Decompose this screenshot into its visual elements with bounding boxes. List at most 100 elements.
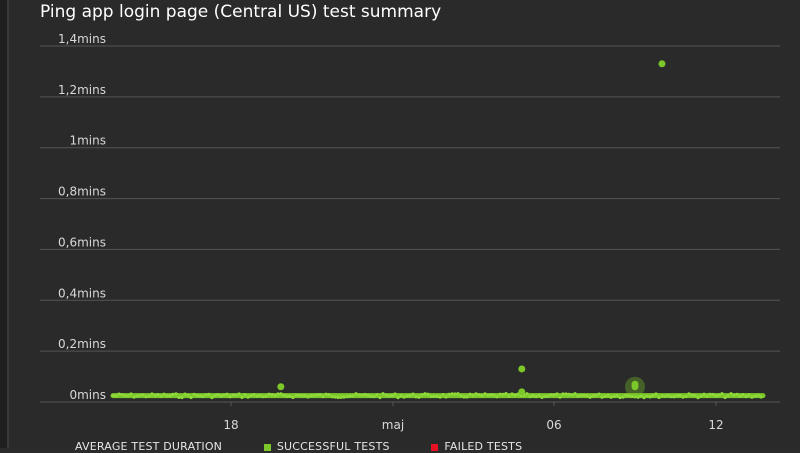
data-point-baseline: [720, 392, 724, 396]
data-point-baseline: [384, 393, 388, 397]
data-point-baseline: [672, 395, 676, 399]
data-point-baseline: [261, 395, 265, 399]
data-point-baseline: [201, 394, 205, 398]
data-point-baseline: [162, 392, 166, 396]
data-point-baseline: [531, 393, 535, 398]
data-point-baseline: [477, 393, 481, 397]
data-point-baseline: [444, 395, 448, 399]
data-point-baseline: [354, 392, 358, 396]
data-point-baseline: [429, 394, 433, 399]
data-point-baseline: [243, 392, 247, 397]
data-point-baseline: [513, 393, 517, 397]
data-point-baseline: [132, 395, 136, 399]
data-point-baseline: [315, 393, 319, 397]
y-tick-label: 0,8mins: [58, 185, 106, 199]
data-point-baseline: [357, 393, 361, 397]
data-point-baseline: [687, 392, 691, 396]
data-point-baseline: [660, 394, 664, 398]
data-point-baseline: [657, 395, 661, 400]
data-point-baseline: [285, 394, 289, 398]
data-point-baseline: [420, 393, 424, 397]
data-point-baseline: [432, 394, 436, 399]
legend-label-successful-tests: SUCCESSFUL TESTS: [276, 440, 390, 453]
data-point-baseline: [459, 394, 463, 398]
data-point-baseline: [342, 395, 346, 399]
data-point-baseline: [192, 392, 196, 396]
chart-title: Ping app login page (Central US) test su…: [40, 2, 442, 22]
data-point-baseline: [396, 396, 400, 400]
data-point-baseline: [735, 392, 739, 396]
data-point-baseline: [744, 395, 748, 399]
data-point-baseline: [696, 396, 700, 400]
data-point-baseline: [336, 395, 340, 400]
data-point-baseline: [642, 396, 646, 400]
data-point-baseline: [675, 394, 679, 398]
data-point-baseline: [195, 393, 199, 397]
data-point-baseline: [333, 395, 337, 399]
legend-item-failed-tests[interactable]: FAILED TESTS: [431, 440, 522, 453]
data-point-baseline: [309, 393, 313, 398]
data-point-baseline: [363, 392, 367, 397]
data-point-baseline: [237, 392, 241, 396]
data-point-baseline: [423, 392, 427, 396]
data-point-baseline: [618, 395, 622, 400]
data-point-baseline: [234, 393, 238, 397]
data-point-baseline: [435, 394, 439, 398]
data-point-baseline: [306, 395, 310, 399]
data-point-baseline: [738, 394, 742, 398]
data-point-baseline: [447, 392, 451, 396]
data-point-baseline: [471, 394, 475, 398]
data-point-baseline: [138, 393, 142, 397]
data-point-baseline: [630, 394, 634, 399]
data-point-baseline: [741, 392, 745, 397]
y-tick-label: 1,2mins: [58, 83, 106, 97]
data-point-baseline: [600, 395, 604, 399]
data-point-baseline: [534, 394, 538, 399]
data-point-baseline: [489, 392, 493, 397]
data-point-baseline: [156, 392, 160, 397]
data-point-baseline: [759, 395, 763, 399]
data-point-baseline: [681, 395, 685, 399]
data-point-baseline: [549, 393, 553, 397]
data-point-baseline: [609, 395, 613, 399]
data-point-baseline: [594, 393, 598, 397]
data-point-baseline: [486, 393, 490, 397]
data-point-baseline: [426, 392, 430, 396]
legend-item-successful-tests[interactable]: SUCCESSFUL TESTS: [263, 440, 394, 453]
data-point-baseline: [753, 394, 757, 398]
data-point-baseline: [345, 395, 349, 399]
data-point-baseline: [480, 393, 484, 398]
data-point-baseline: [159, 394, 163, 398]
chart-legend: AVERAGE TEST DURATION SUCCESSFUL TESTS F…: [75, 440, 560, 453]
data-point: [277, 383, 285, 391]
data-point-baseline: [561, 392, 565, 396]
data-point-baseline: [381, 392, 385, 396]
legend-swatch-successful: [263, 443, 271, 451]
data-point-baseline: [165, 394, 169, 398]
y-tick-label: 0mins: [69, 388, 106, 402]
data-point-baseline: [267, 392, 271, 396]
data-point-baseline: [264, 394, 268, 398]
data-point-baseline: [603, 394, 607, 398]
legend-label-failed-tests: FAILED TESTS: [444, 440, 523, 453]
data-point-baseline: [372, 394, 376, 399]
data-point-baseline: [615, 393, 619, 398]
data-point-baseline: [375, 393, 379, 397]
data-point-baseline: [189, 395, 193, 400]
data-point-baseline: [498, 392, 502, 396]
data-point-baseline: [249, 393, 253, 398]
data-point-baseline: [585, 394, 589, 398]
data-point-baseline: [126, 394, 130, 398]
legend-item-average-duration[interactable]: AVERAGE TEST DURATION: [75, 440, 226, 453]
data-point-baseline: [414, 395, 418, 399]
data-point-baseline: [417, 395, 421, 399]
data-point-baseline: [327, 393, 331, 397]
y-tick-label: 0,6mins: [58, 235, 106, 249]
data-point-baseline: [228, 395, 232, 399]
data-point-baseline: [282, 393, 286, 397]
data-point-baseline: [171, 392, 175, 396]
data-point-baseline: [639, 394, 643, 398]
data-point-baseline: [378, 395, 382, 400]
x-tick-label: 12: [708, 418, 723, 432]
